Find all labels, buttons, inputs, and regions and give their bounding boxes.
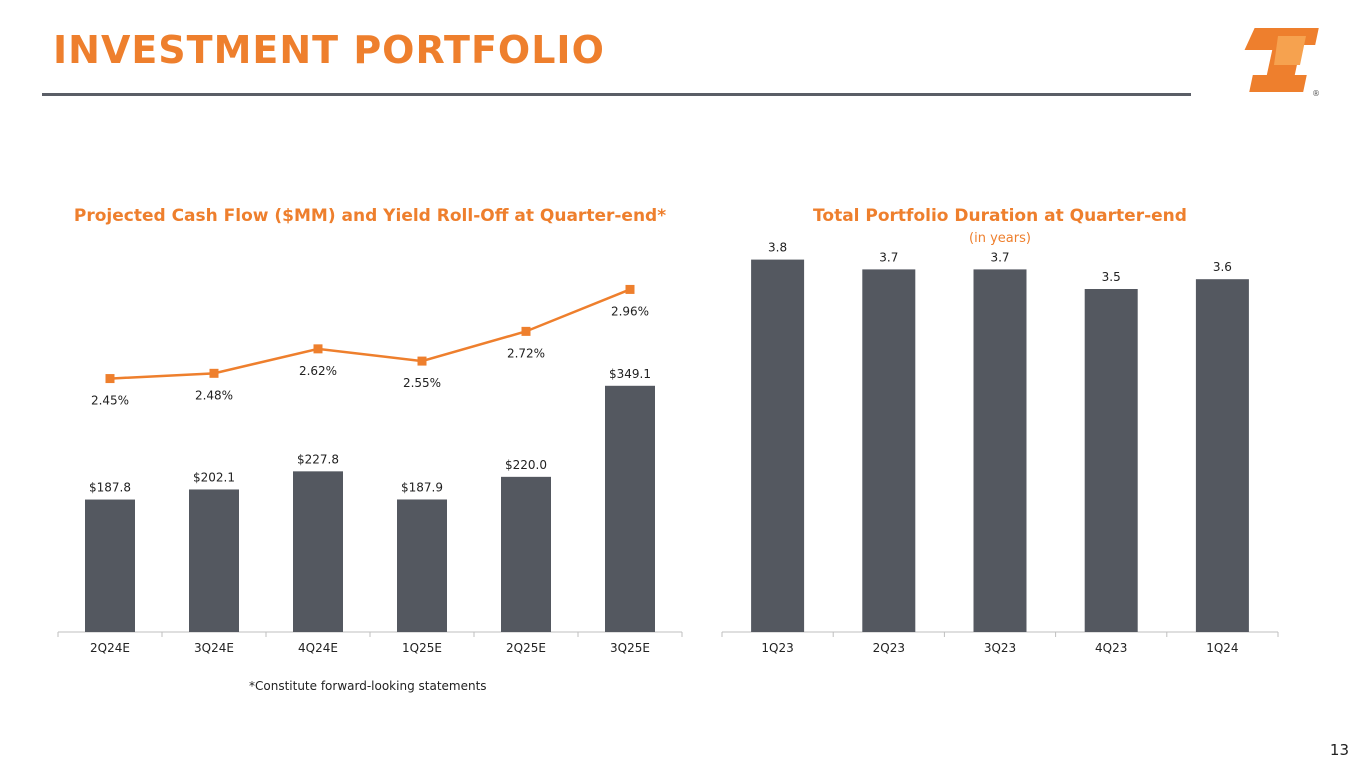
duration-bar	[751, 259, 805, 632]
x-tick-label: 1Q24	[1206, 641, 1238, 655]
cash-flow-data-label: $187.8	[89, 481, 131, 495]
cash-flow-data-label: $349.1	[609, 367, 651, 381]
cash-flow-bar	[501, 476, 551, 632]
yield-marker	[209, 368, 219, 378]
yield-data-label: 2.55%	[403, 376, 441, 390]
yield-marker	[625, 284, 635, 294]
duration-bar	[862, 269, 916, 632]
logo-inner-shape	[1274, 36, 1306, 65]
page-title: INVESTMENT PORTFOLIO	[53, 28, 605, 72]
x-tick-label: 4Q24E	[298, 641, 338, 655]
duration-data-label: 3.7	[990, 250, 1009, 264]
cash-flow-data-label: $187.9	[401, 480, 443, 494]
x-tick-label: 2Q23	[873, 641, 905, 655]
duration-bar	[1195, 279, 1249, 632]
yield-data-label: 2.45%	[91, 394, 129, 408]
duration-data-label: 3.6	[1213, 260, 1232, 274]
footnote: *Constitute forward-looking statements	[249, 679, 487, 693]
cash-flow-bar	[397, 499, 447, 632]
cash-flow-data-label: $220.0	[505, 458, 547, 472]
duration-data-label: 3.7	[879, 250, 898, 264]
yield-line	[109, 288, 631, 380]
yield-marker	[417, 356, 427, 366]
chart-title-cash-flow: Projected Cash Flow ($MM) and Yield Roll…	[73, 206, 667, 226]
cash-flow-bar	[189, 489, 239, 632]
x-tick-label: 1Q23	[761, 641, 793, 655]
yield-data-label: 2.72%	[507, 346, 545, 360]
chart-subtitle-duration: (in years)	[969, 231, 1031, 246]
cash-flow-bar	[605, 385, 655, 632]
yield-data-label: 2.48%	[195, 388, 233, 402]
company-logo: ®	[1241, 26, 1322, 98]
cash-flow-data-label: $202.1	[193, 470, 235, 484]
duration-bar	[973, 269, 1027, 632]
cash-flow-bar	[85, 499, 135, 632]
page-number: 13	[1329, 741, 1349, 759]
registered-mark: ®	[1312, 89, 1320, 98]
duration-bar	[1084, 289, 1138, 632]
cash-flow-data-label: $227.8	[297, 452, 339, 466]
duration-data-label: 3.5	[1102, 270, 1121, 284]
duration-data-label: 3.8	[768, 241, 787, 255]
cash-flow-bar	[293, 471, 343, 632]
x-tick-label: 2Q24E	[90, 641, 130, 655]
x-tick-label: 4Q23	[1095, 641, 1127, 655]
yield-marker	[105, 374, 115, 384]
title-divider	[42, 93, 1191, 96]
chart-title-duration: Total Portfolio Duration at Quarter-end	[813, 206, 1187, 226]
yield-marker	[521, 326, 531, 336]
x-tick-label: 3Q24E	[194, 641, 234, 655]
yield-data-label: 2.62%	[299, 364, 337, 378]
yield-data-label: 2.96%	[611, 304, 649, 318]
x-tick-label: 3Q25E	[610, 641, 650, 655]
yield-marker	[313, 344, 323, 354]
x-tick-label: 3Q23	[984, 641, 1016, 655]
x-tick-label: 2Q25E	[506, 641, 546, 655]
x-tick-label: 1Q25E	[402, 641, 442, 655]
